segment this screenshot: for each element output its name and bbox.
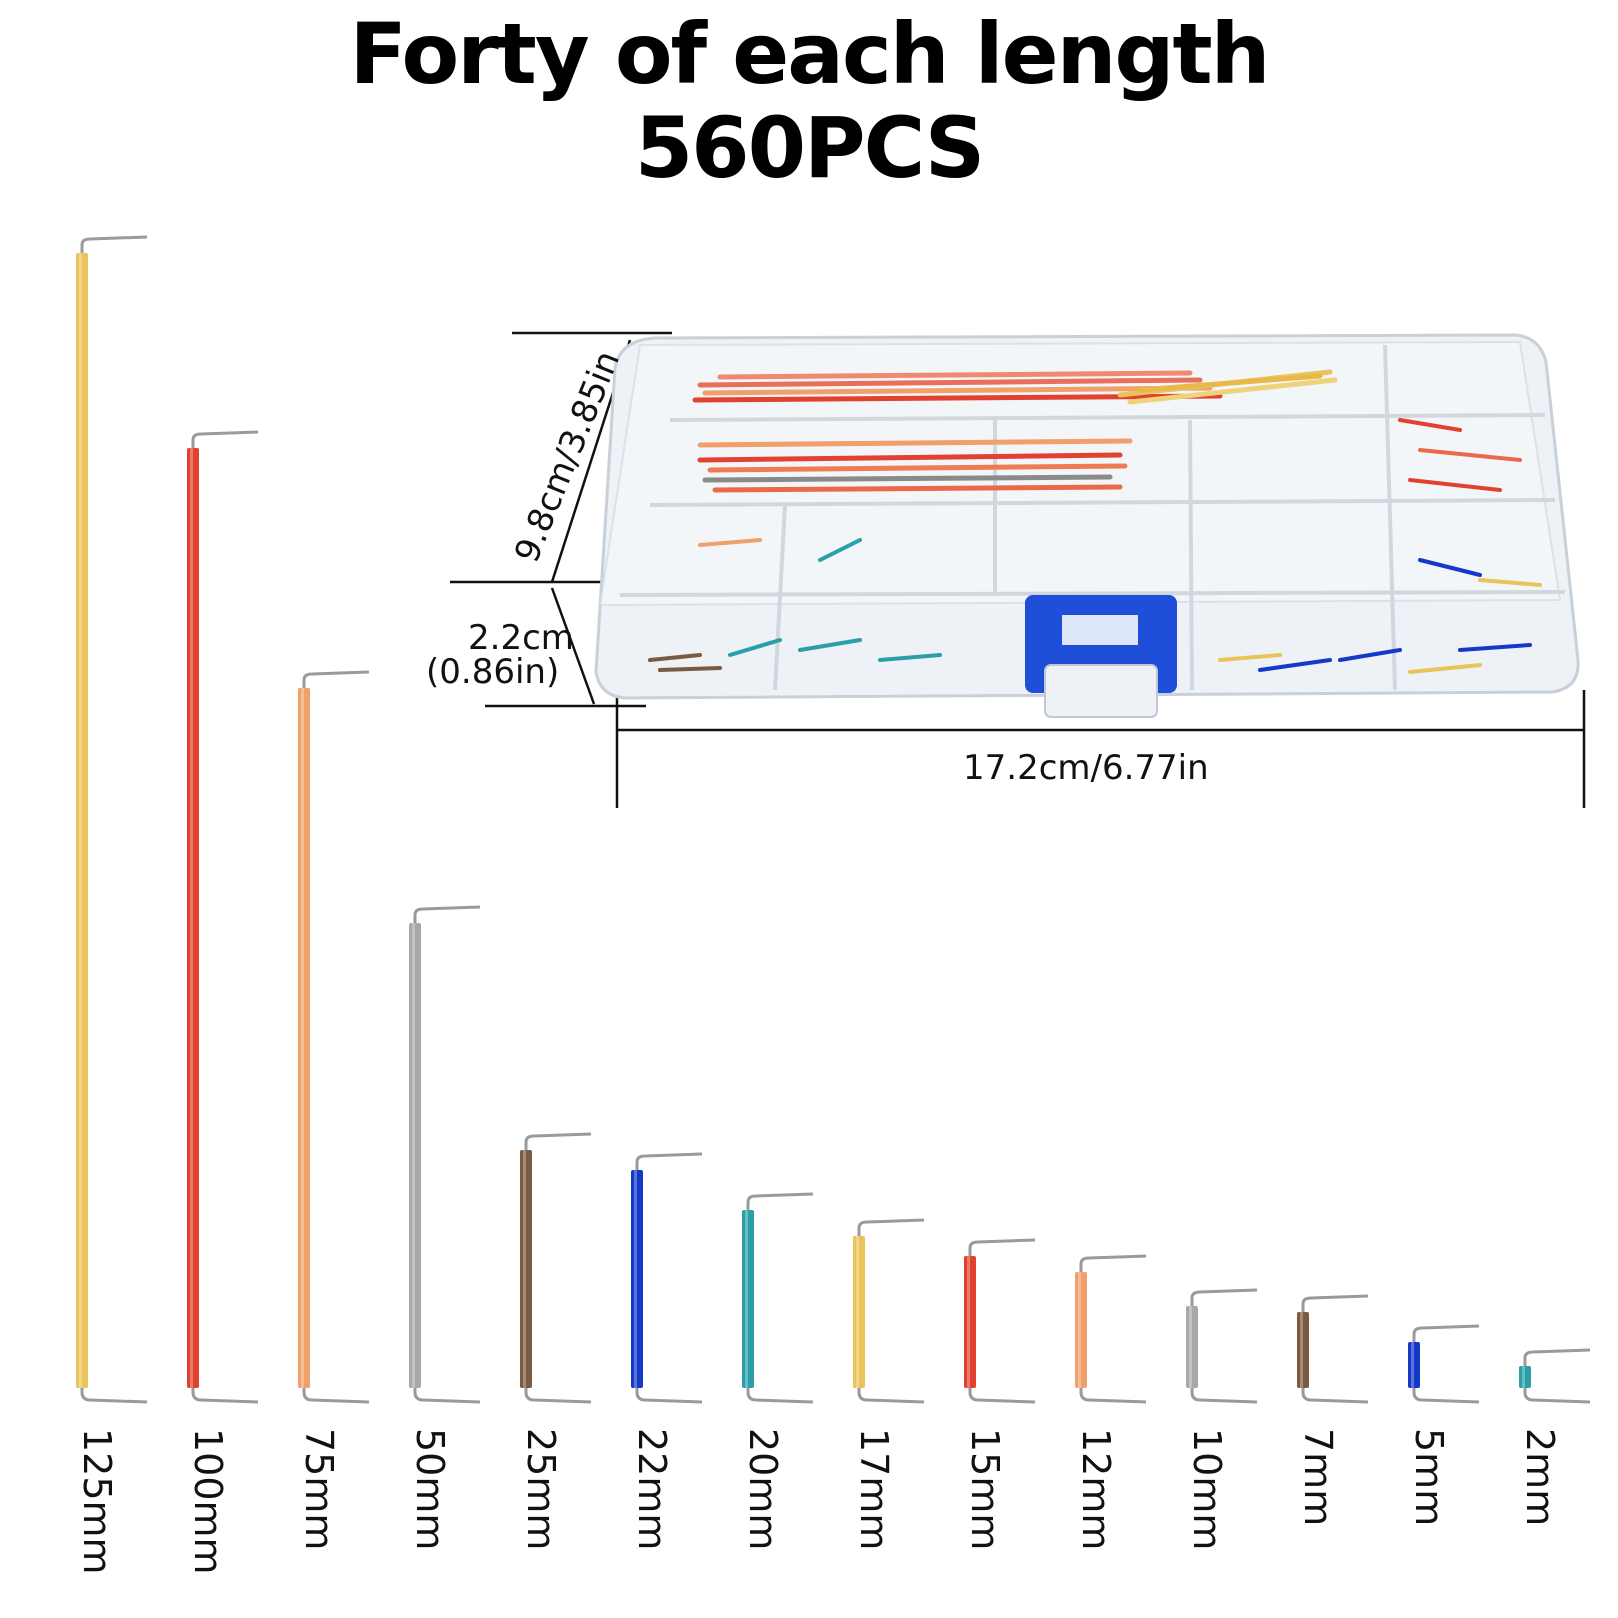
jumper-wire-17mm bbox=[853, 1218, 925, 1404]
jumper-wire-15mm bbox=[964, 1238, 1036, 1404]
height-label-in: (0.86in) bbox=[426, 652, 560, 692]
wire-insulation bbox=[1297, 1312, 1309, 1388]
box-lid-rim bbox=[598, 340, 1562, 607]
wire-length-label: 75mm bbox=[297, 1428, 341, 1551]
jumper-wires-chart bbox=[76, 235, 1591, 1404]
wire-lead-bottom bbox=[1301, 1386, 1369, 1404]
wires-compartment-long bbox=[692, 369, 1338, 493]
jumper-wire-12mm bbox=[1075, 1254, 1147, 1404]
page-title: Forty of each length bbox=[349, 5, 1271, 103]
wire-lead-bottom bbox=[80, 1386, 148, 1404]
wire-length-label: 15mm bbox=[963, 1428, 1007, 1551]
wire-lead-top bbox=[635, 1152, 703, 1172]
wire-length-label: 125mm bbox=[75, 1428, 119, 1575]
wire-lead-top bbox=[1190, 1288, 1258, 1308]
wire-highlight bbox=[1411, 1342, 1414, 1388]
wire-length-label: 12mm bbox=[1074, 1428, 1118, 1551]
wire-lead-bottom bbox=[746, 1386, 814, 1404]
wire-length-label: 7mm bbox=[1296, 1428, 1340, 1527]
wire-insulation bbox=[631, 1170, 643, 1388]
wire-lead-bottom bbox=[413, 1386, 481, 1404]
wire-lead-top bbox=[746, 1192, 814, 1212]
jumper-wire-25mm bbox=[520, 1132, 592, 1404]
box-clasp bbox=[1025, 595, 1177, 718]
jumper-wire-2mm bbox=[1519, 1348, 1591, 1404]
wire-length-label: 22mm bbox=[630, 1428, 674, 1551]
wire-lead-top bbox=[1523, 1348, 1591, 1368]
component-box bbox=[594, 333, 1580, 718]
jumper-wire-22mm bbox=[631, 1152, 703, 1404]
wire-insulation bbox=[520, 1150, 532, 1388]
wire-lead-bottom bbox=[635, 1386, 703, 1404]
wire-length-label: 2mm bbox=[1518, 1428, 1562, 1527]
wire-insulation bbox=[742, 1210, 754, 1388]
jumper-wire-75mm bbox=[298, 670, 370, 1404]
wire-length-label: 17mm bbox=[852, 1428, 896, 1551]
wire-insulation bbox=[409, 923, 421, 1388]
wire-insulation bbox=[1519, 1366, 1531, 1388]
wire-lead-top bbox=[1412, 1324, 1480, 1344]
wire-length-label: 20mm bbox=[741, 1428, 785, 1551]
wire-lead-top bbox=[302, 670, 370, 690]
wire-lead-top bbox=[968, 1238, 1036, 1258]
wire-lead-bottom bbox=[1523, 1386, 1591, 1404]
wire-insulation bbox=[1408, 1342, 1420, 1388]
wire-insulation bbox=[853, 1236, 865, 1388]
wire-length-label: 5mm bbox=[1407, 1428, 1451, 1527]
wire-lead-top bbox=[857, 1218, 925, 1238]
wire-insulation bbox=[298, 688, 310, 1388]
wire-lead-bottom bbox=[968, 1386, 1036, 1404]
wire-highlight bbox=[1078, 1272, 1081, 1388]
wire-lead-top bbox=[191, 430, 259, 450]
wire-highlight bbox=[190, 448, 193, 1388]
wire-lead-top bbox=[1079, 1254, 1147, 1274]
wire-highlight bbox=[523, 1150, 526, 1388]
wire-lead-top bbox=[524, 1132, 592, 1152]
wires-compartment-short bbox=[648, 418, 1542, 674]
dimension-lines bbox=[450, 331, 1586, 808]
wire-insulation bbox=[187, 448, 199, 1388]
wire-highlight bbox=[1522, 1366, 1525, 1388]
wire-highlight bbox=[745, 1210, 748, 1388]
jumper-wire-20mm bbox=[742, 1192, 814, 1404]
page-subtitle-count: 560PCS bbox=[634, 99, 986, 197]
jumper-wire-50mm bbox=[409, 905, 481, 1404]
wire-length-label: 10mm bbox=[1185, 1428, 1229, 1551]
wire-lead-bottom bbox=[1079, 1386, 1147, 1404]
wire-highlight bbox=[1189, 1306, 1192, 1388]
box-dividers bbox=[619, 344, 1566, 691]
wire-highlight bbox=[634, 1170, 637, 1388]
jumper-wire-5mm bbox=[1408, 1324, 1480, 1404]
wire-insulation bbox=[76, 253, 88, 1388]
jumper-wire-100mm bbox=[187, 430, 259, 1404]
width-label: 17.2cm/6.77in bbox=[963, 748, 1209, 788]
wire-lead-top bbox=[80, 235, 148, 255]
wire-length-label: 100mm bbox=[186, 1428, 230, 1575]
height-label-cm: 2.2cm bbox=[468, 618, 574, 658]
wire-highlight bbox=[1300, 1312, 1303, 1388]
wire-highlight bbox=[301, 688, 304, 1388]
wire-highlight bbox=[967, 1256, 970, 1388]
wire-length-label: 50mm bbox=[408, 1428, 452, 1551]
wire-lead-bottom bbox=[1412, 1386, 1480, 1404]
wire-insulation bbox=[964, 1256, 976, 1388]
wire-length-label: 25mm bbox=[519, 1428, 563, 1551]
jumper-wire-7mm bbox=[1297, 1294, 1369, 1404]
wire-highlight bbox=[79, 253, 82, 1388]
wire-lead-bottom bbox=[524, 1386, 592, 1404]
wire-lead-bottom bbox=[857, 1386, 925, 1404]
wire-highlight bbox=[856, 1236, 859, 1388]
wire-lead-bottom bbox=[302, 1386, 370, 1404]
wire-lead-top bbox=[413, 905, 481, 925]
jumper-wire-125mm bbox=[76, 235, 148, 1404]
wire-lead-top bbox=[1301, 1294, 1369, 1314]
wire-insulation bbox=[1075, 1272, 1087, 1388]
wire-lead-bottom bbox=[1190, 1386, 1258, 1404]
jumper-wire-10mm bbox=[1186, 1288, 1258, 1404]
wire-highlight bbox=[412, 923, 415, 1388]
wire-insulation bbox=[1186, 1306, 1198, 1388]
wire-lead-bottom bbox=[191, 1386, 259, 1404]
